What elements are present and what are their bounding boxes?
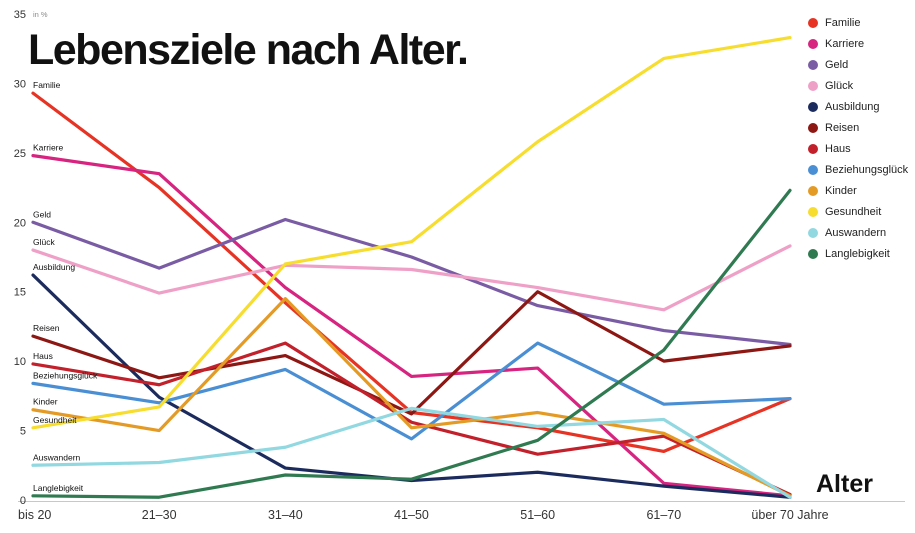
legend-label-geld: Geld <box>825 58 849 71</box>
series-line-kinder <box>31 297 792 498</box>
legend-item-gesundheit: Gesundheit <box>808 201 903 222</box>
series-line-beziehungsgluck <box>31 341 792 441</box>
legend-item-familie: Familie <box>808 12 903 33</box>
legend-dot-beziehungsgluck <box>808 164 818 175</box>
legend-item-gluck: Glück <box>808 75 903 96</box>
legend-label-beziehungsgluck: Beziehungsglück <box>825 163 909 176</box>
series-start-label-haus: Haus <box>33 351 53 361</box>
legend-item-ausbildung: Ausbildung <box>808 96 903 117</box>
legend-item-kinder: Kinder <box>808 180 903 201</box>
legend-label-langlebigkeit: Langlebigkeit <box>825 247 890 260</box>
legend-dot-geld <box>808 59 818 70</box>
series-line-familie <box>31 91 792 453</box>
legend-item-auswandern: Auswandern <box>808 222 903 243</box>
legend-item-karriere: Karriere <box>808 33 903 54</box>
series-line-reisen <box>31 290 792 416</box>
series-start-label-kinder: Kinder <box>33 397 58 407</box>
series-start-label-auswandern: Auswandern <box>33 452 81 462</box>
legend-label-ausbildung: Ausbildung <box>825 100 880 113</box>
legend-label-kinder: Kinder <box>825 184 857 197</box>
series-start-label-langlebigkeit: Langlebigkeit <box>33 483 84 493</box>
legend-label-reisen: Reisen <box>825 121 860 134</box>
legend-dot-haus <box>808 143 818 154</box>
legend-dot-gluck <box>808 80 818 91</box>
legend-dot-ausbildung <box>808 101 818 112</box>
legend-dot-kinder <box>808 185 818 196</box>
y-axis-unit: in % <box>33 10 48 19</box>
series-line-langlebigkeit <box>31 188 792 499</box>
series-start-label-gesundheit: Gesundheit <box>33 415 77 425</box>
legend-dot-auswandern <box>808 227 818 238</box>
chart-title: Lebensziele nach Alter. <box>28 26 469 74</box>
x-tick-label-21-30: 21–30 <box>142 508 177 522</box>
series-line-auswandern <box>31 406 792 499</box>
series-start-label-geld: Geld <box>33 209 51 219</box>
x-tick-label-31-40: 31–40 <box>268 508 303 522</box>
x-tick-label-41-50: 41–50 <box>394 508 429 522</box>
legend-item-haus: Haus <box>808 138 903 159</box>
series-start-label-beziehungsgluck: Beziehungsglück <box>33 370 98 380</box>
legend-label-gluck: Glück <box>825 79 854 92</box>
series-line-karriere <box>31 154 792 498</box>
y-tick-label: 0 <box>20 495 26 507</box>
legend-dot-reisen <box>808 122 818 133</box>
series-line-geld <box>31 217 792 347</box>
series-start-label-ausbildung: Ausbildung <box>33 262 75 272</box>
x-tick-label-51-60: 51–60 <box>520 508 555 522</box>
y-tick-label: 30 <box>14 78 26 90</box>
series-line-gesundheit <box>31 36 792 430</box>
x-tick-label-61-70: 61–70 <box>646 508 681 522</box>
legend-label-karriere: Karriere <box>825 37 865 50</box>
x-tick-label-bis-20: bis 20 <box>18 508 51 522</box>
y-tick-label: 35 <box>14 9 26 21</box>
y-tick-label: 15 <box>14 287 26 299</box>
series-start-label-gluck: Glück <box>33 237 55 247</box>
y-tick-label: 25 <box>14 148 26 160</box>
legend-dot-langlebigkeit <box>808 248 818 259</box>
legend-dot-gesundheit <box>808 206 818 217</box>
series-line-gluck <box>31 244 792 312</box>
legend-label-familie: Familie <box>825 16 861 29</box>
legend: Familie Karriere Geld Glück Ausbildung Reisen… <box>808 12 908 264</box>
legend-item-geld: Geld <box>808 54 903 75</box>
series-start-label-reisen: Reisen <box>33 323 60 333</box>
legend-label-haus: Haus <box>825 142 851 155</box>
legend-item-beziehungsgluck: Beziehungsglück <box>808 159 908 180</box>
y-tick-label: 10 <box>14 356 26 368</box>
legend-label-auswandern: Auswandern <box>825 226 887 239</box>
series-start-label-karriere: Karriere <box>33 143 64 153</box>
y-tick-label: 5 <box>20 426 26 438</box>
legend-item-reisen: Reisen <box>808 117 903 138</box>
legend-item-langlebigkeit: Langlebigkeit <box>808 243 903 264</box>
legend-label-gesundheit: Gesundheit <box>825 205 882 218</box>
series-line-haus <box>31 341 792 497</box>
legend-dot-familie <box>808 17 818 28</box>
y-tick-label: 20 <box>14 217 26 229</box>
x-axis-title: Alter <box>816 470 873 498</box>
series-start-label-familie: Familie <box>33 80 61 90</box>
legend-dot-karriere <box>808 38 818 49</box>
x-tick-label-uber-70-jahre: über 70 Jahre <box>751 508 828 522</box>
